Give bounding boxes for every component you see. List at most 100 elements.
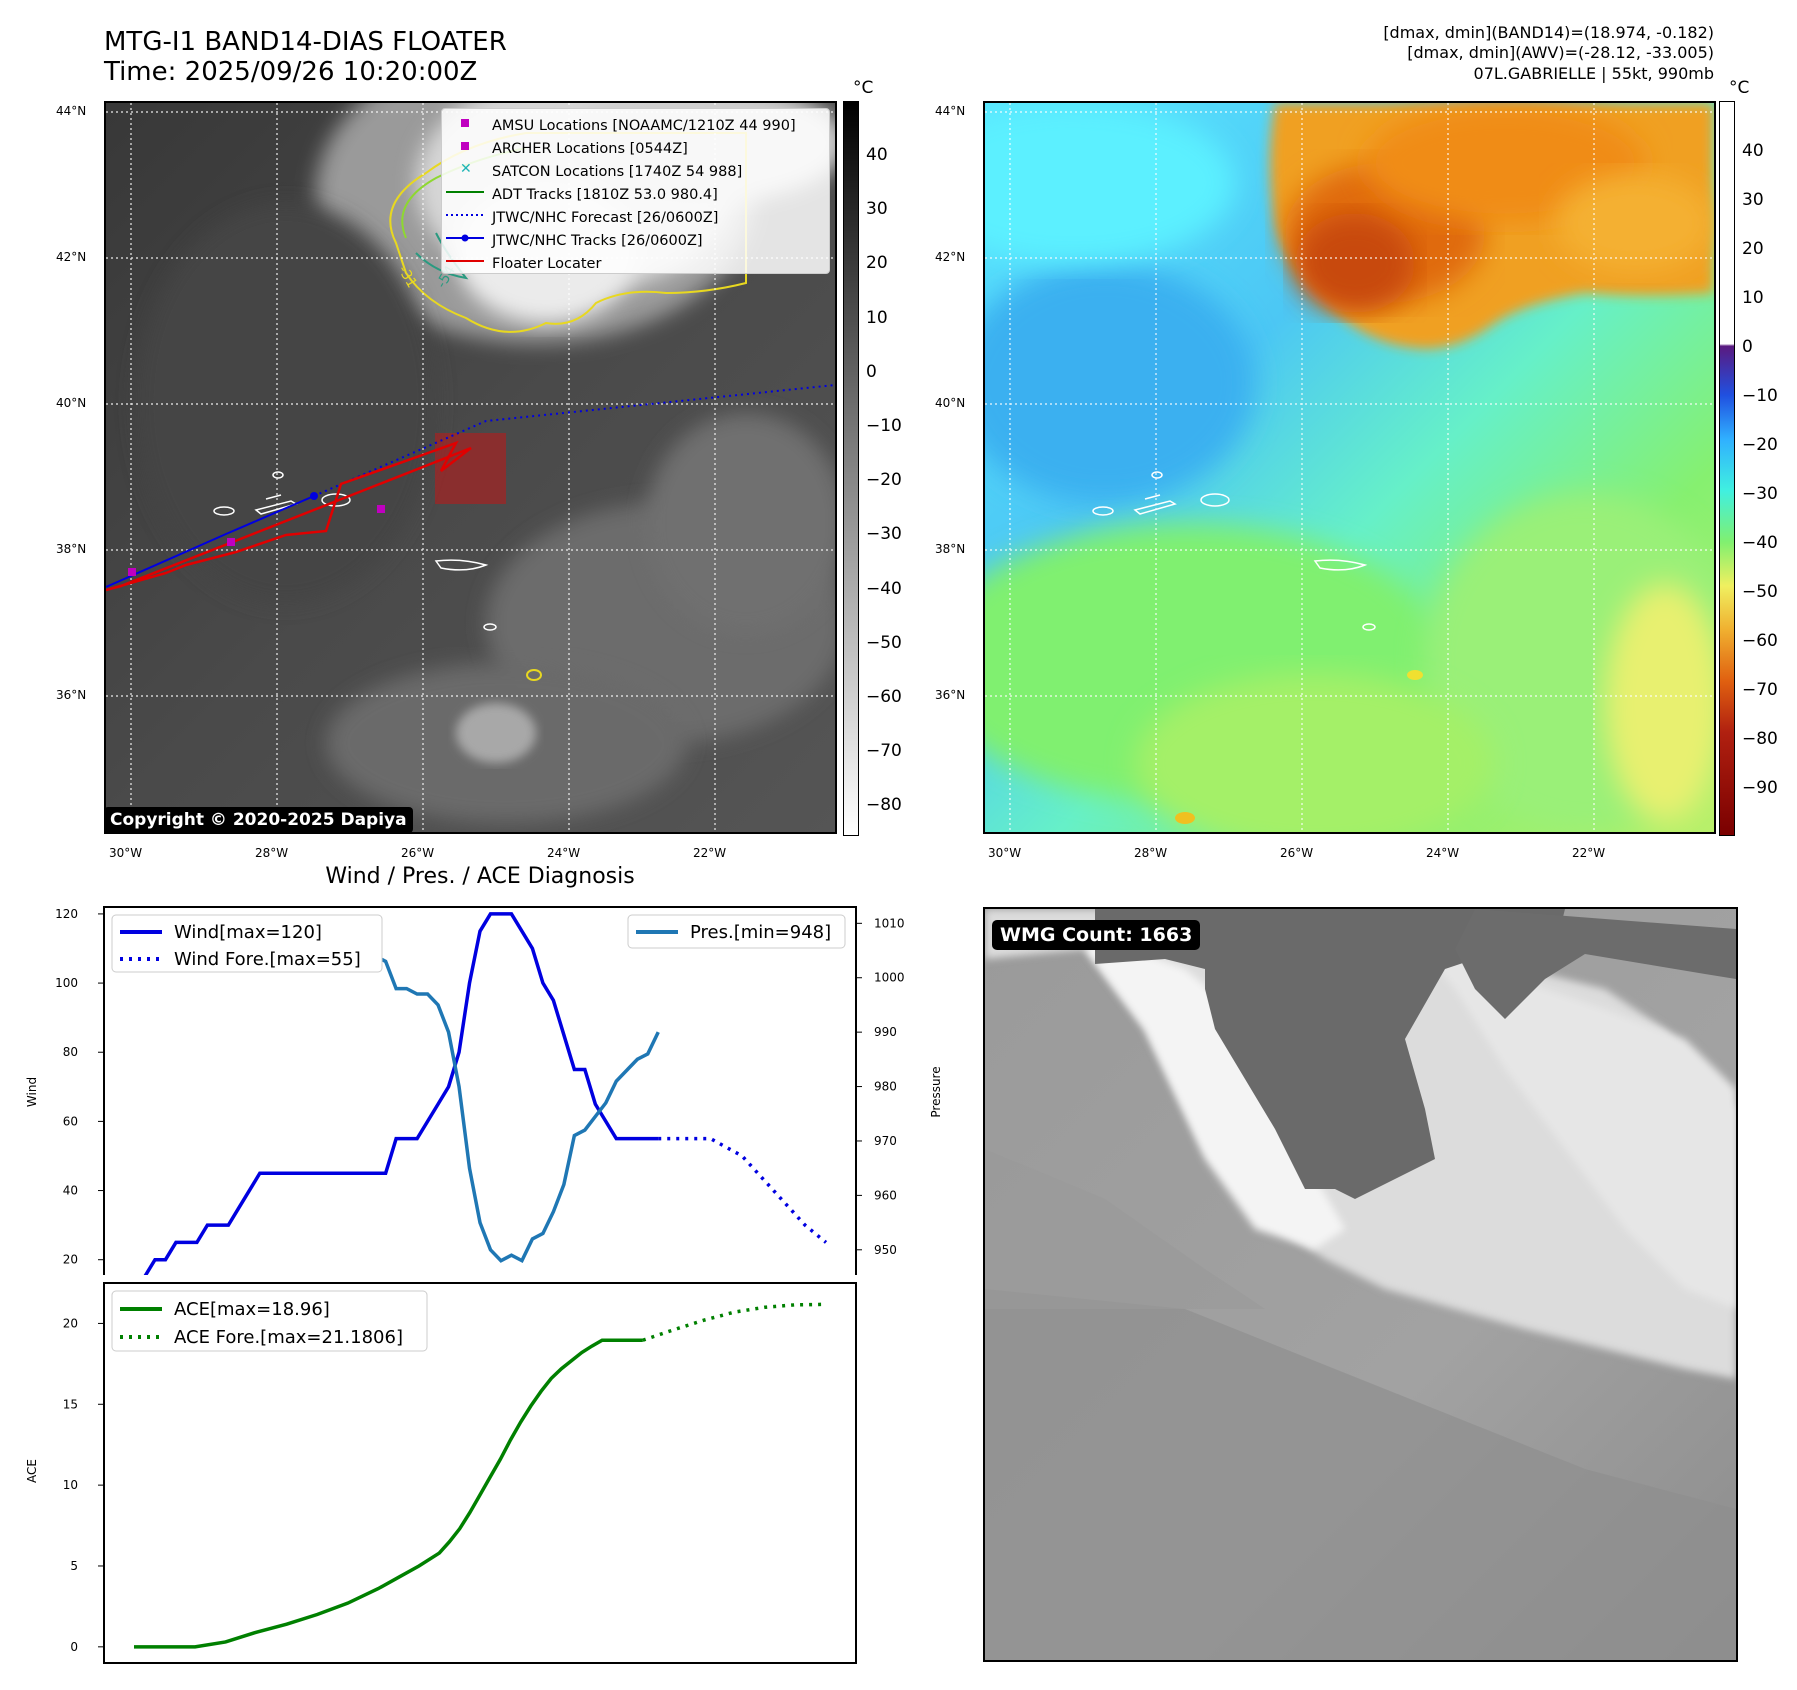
lon-tick-label: 28°W	[1134, 846, 1168, 860]
legend-archer: ARCHER Locations [0544Z]	[492, 141, 688, 157]
color-colorbar-tick: −40	[1742, 533, 1778, 553]
lat-tick-label: 40°N	[56, 396, 87, 410]
lat-tick-label: 40°N	[935, 396, 966, 410]
title-line-1: MTG-I1 BAND14-DIAS FLOATER	[104, 27, 507, 57]
color-colorbar-tick: 20	[1742, 239, 1764, 259]
info-line-1: [dmax, dmin](BAND14)=(18.974, -0.182)	[1383, 23, 1714, 42]
ir-colorbar	[843, 101, 859, 836]
pressure-ytick-label: 950	[874, 1243, 897, 1257]
color-map-panel	[983, 101, 1716, 834]
pressure-ytick-label: 1000	[874, 971, 905, 985]
color-colorbar	[1719, 101, 1735, 836]
ir-colorbar-tick: −80	[866, 795, 902, 816]
ir-colorbar-tick: −10	[866, 416, 902, 436]
color-colorbar-tick: −70	[1742, 680, 1778, 700]
lat-tick-label: 42°N	[56, 250, 87, 264]
color-colorbar-tick: −60	[1742, 631, 1778, 651]
ace-ytick-label: 10	[63, 1478, 78, 1492]
ace-ytick-label: 5	[70, 1559, 78, 1573]
wind-ytick-label: 100	[55, 976, 78, 990]
lon-tick-label: 30°W	[109, 846, 143, 860]
wind-ytick-label: 20	[63, 1253, 78, 1267]
x-marker-icon: ✕	[460, 161, 472, 177]
lon-tick-label: 22°W	[1572, 846, 1606, 860]
square-marker-icon	[461, 142, 469, 150]
wind-pressure-chart: 20 40 60 80 100 120 950 960 970 980 990 1000 1010 Wi…	[25, 906, 943, 1275]
color-colorbar-tick: −10	[1742, 386, 1778, 406]
ace-chart: 0 5 10 15 20 ACE ACE[max=18.96] ACE Fore.[ma…	[25, 1282, 857, 1664]
color-colorbar-tick: 30	[1742, 190, 1764, 210]
color-colorbar-tick: 0	[1742, 337, 1753, 357]
map-legend: ✕ AMSU Locations [NOAAMC/1210Z 44 990] A…	[441, 108, 830, 274]
ir-colorbar-tick: 20	[866, 253, 888, 274]
lat-tick-label: 36°N	[56, 688, 87, 702]
legend-ace: ACE[max=18.96]	[174, 1299, 330, 1320]
legend-jtwc-forecast: JTWC/NHC Forecast [26/0600Z]	[492, 210, 719, 226]
ir-colorbar-tick: −60	[866, 687, 902, 707]
color-map-image	[985, 103, 1714, 832]
color-colorbar-tick: 10	[1742, 288, 1764, 308]
square-marker-icon	[461, 119, 469, 127]
lat-tick-label: 44°N	[935, 104, 966, 118]
info-line-3: 07L.GABRIELLE | 55kt, 990mb	[1473, 64, 1714, 83]
ir-colorbar-tick: 30	[866, 199, 888, 220]
ir-colorbar-unit: °C	[853, 78, 874, 98]
title-line-2: Time: 2025/09/26 10:20:00Z	[104, 57, 478, 87]
color-colorbar-tick: −20	[1742, 435, 1778, 455]
lon-tick-label: 30°W	[988, 846, 1022, 860]
ir-colorbar-tick: −30	[866, 524, 902, 545]
legend-jtwc-tracks: JTWC/NHC Tracks [26/0600Z]	[492, 233, 703, 249]
lat-tick-label: 38°N	[56, 542, 87, 556]
wind-ytick-label: 60	[63, 1114, 78, 1128]
ace-ytick-label: 15	[63, 1397, 78, 1411]
ace-ytick-label: 20	[63, 1316, 78, 1330]
wind-ytick-label: 80	[63, 1045, 78, 1059]
lon-tick-label: 24°W	[1426, 846, 1460, 860]
legend-wind-forecast: Wind Fore.[max=55]	[174, 949, 361, 970]
lon-tick-label: 24°W	[547, 846, 581, 860]
ir-colorbar-tick: 0	[866, 361, 877, 382]
pressure-axis-label: Pressure	[929, 1066, 943, 1117]
pressure-ytick-label: 970	[874, 1134, 897, 1148]
wmg-image	[985, 909, 1736, 1660]
copyright-badge: Copyright © 2020-2025 Dapiya	[104, 807, 413, 833]
color-colorbar-tick: −80	[1742, 729, 1778, 749]
lat-tick-label: 38°N	[935, 542, 966, 556]
color-colorbar-tick: 40	[1742, 141, 1764, 161]
wmg-count-badge: WMG Count: 1663	[992, 920, 1201, 950]
color-colorbar-tick: −30	[1742, 484, 1778, 504]
ace-axis-label: ACE	[25, 1459, 39, 1483]
lon-tick-label: 22°W	[693, 846, 727, 860]
wind-axis-label: Wind	[25, 1077, 39, 1107]
series-line-1	[658, 1136, 828, 1244]
wind-ytick-label: 120	[55, 907, 78, 921]
ir-colorbar-tick: 10	[866, 307, 888, 328]
wmg-panel	[983, 907, 1738, 1662]
ir-colorbar-tick: 40	[866, 145, 888, 165]
legend-icons: ✕	[446, 119, 484, 262]
lon-tick-label: 26°W	[1280, 846, 1314, 860]
ace-series-line-0	[134, 1338, 643, 1649]
pressure-ytick-label: 980	[874, 1080, 897, 1094]
legend-floater: Floater Locater	[492, 256, 602, 272]
ir-colorbar-tick: −20	[866, 470, 902, 491]
legend-amsu: AMSU Locations [NOAAMC/1210Z 44 990]	[492, 118, 796, 134]
lon-tick-label: 26°W	[401, 846, 435, 860]
diagnosis-title: Wind / Pres. / ACE Diagnosis	[325, 864, 635, 889]
legend-ace-forecast: ACE Fore.[max=21.1806]	[174, 1327, 403, 1348]
color-colorbar-unit: °C	[1729, 78, 1750, 98]
lon-tick-label: 28°W	[255, 846, 289, 860]
legend-satcon: SATCON Locations [1740Z 54 988]	[492, 164, 743, 180]
pressure-ytick-label: 1010	[874, 916, 905, 930]
ir-colorbar-tick: −50	[866, 632, 902, 653]
legend-pressure: Pres.[min=948]	[690, 922, 831, 943]
lat-tick-label: 42°N	[935, 250, 966, 264]
legend-wind: Wind[max=120]	[174, 922, 322, 943]
lat-tick-label: 36°N	[935, 688, 966, 702]
ir-colorbar-tick: −70	[866, 741, 902, 762]
pressure-ytick-label: 990	[874, 1025, 897, 1039]
series-line-0	[143, 912, 659, 1275]
lat-tick-label: 44°N	[56, 104, 87, 118]
color-colorbar-tick: −50	[1742, 582, 1778, 602]
ir-colorbar-tick: −40	[866, 578, 902, 599]
